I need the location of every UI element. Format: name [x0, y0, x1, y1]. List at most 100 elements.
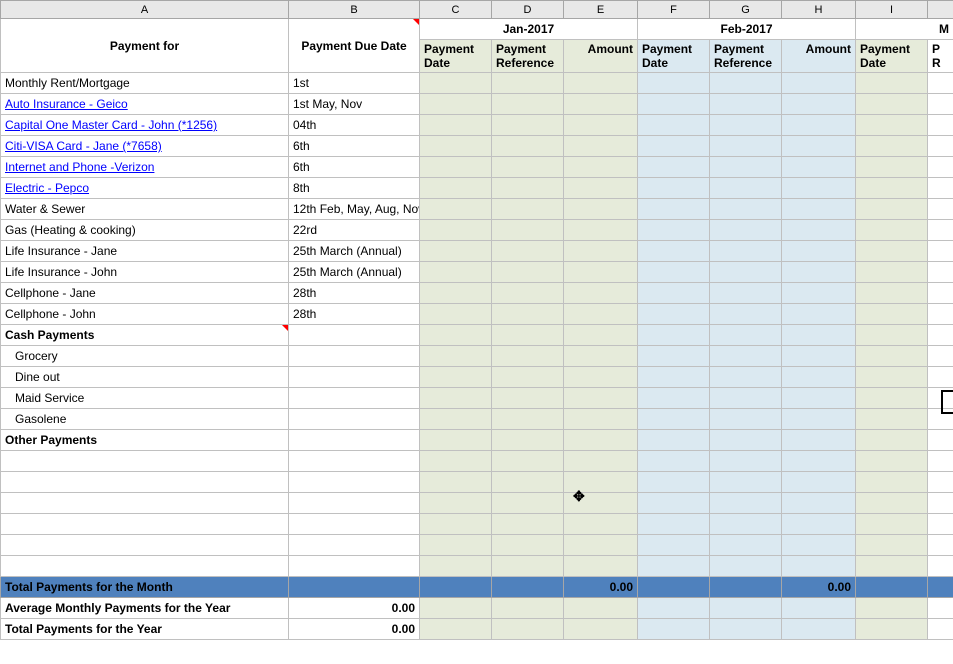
cell-month2[interactable]	[638, 283, 710, 304]
cell-month2[interactable]	[782, 514, 856, 535]
cell-month1[interactable]	[492, 388, 564, 409]
cell-due-date[interactable]	[289, 367, 420, 388]
cell-due-date[interactable]: 25th March (Annual)	[289, 241, 420, 262]
cell-month2[interactable]	[710, 346, 782, 367]
cell-month2[interactable]	[638, 115, 710, 136]
cell-month2[interactable]	[782, 73, 856, 94]
cell-month2[interactable]	[782, 220, 856, 241]
cell-month1[interactable]	[564, 220, 638, 241]
cell-month1[interactable]	[492, 73, 564, 94]
cell-month2[interactable]	[638, 199, 710, 220]
cell-month1[interactable]	[564, 493, 638, 514]
cell-month3[interactable]	[928, 94, 953, 115]
table-row[interactable]: Capital One Master Card - John (*1256)04…	[1, 115, 953, 136]
cell-month3[interactable]	[928, 388, 953, 409]
cell-month1[interactable]	[564, 514, 638, 535]
column-header-B[interactable]: B	[289, 1, 420, 19]
cell-month1[interactable]	[492, 535, 564, 556]
cell-month3[interactable]	[856, 472, 928, 493]
cell-due-date[interactable]	[289, 493, 420, 514]
cell-month2[interactable]	[782, 472, 856, 493]
cell-month1[interactable]	[492, 556, 564, 577]
cell-month2[interactable]	[710, 262, 782, 283]
cell-month3[interactable]	[856, 514, 928, 535]
cell-month2[interactable]	[782, 325, 856, 346]
cell-due-date[interactable]	[289, 346, 420, 367]
table-row[interactable]: Gas (Heating & cooking)22rd	[1, 220, 953, 241]
cell-month3[interactable]	[928, 493, 953, 514]
table-row[interactable]: Maid Service	[1, 388, 953, 409]
cell-month2[interactable]	[710, 325, 782, 346]
cell-month2[interactable]	[638, 367, 710, 388]
cell-month2[interactable]	[638, 262, 710, 283]
table-row[interactable]	[1, 514, 953, 535]
cell-month3[interactable]	[856, 136, 928, 157]
cell-payment-for[interactable]: Electric - Pepco	[1, 178, 289, 199]
cell-payment-for[interactable]: Internet and Phone -Verizon	[1, 157, 289, 178]
cell-payment-for[interactable]	[1, 472, 289, 493]
cell-due-date[interactable]: 1st May, Nov	[289, 94, 420, 115]
cell-month1[interactable]	[492, 157, 564, 178]
cell-month1[interactable]	[564, 283, 638, 304]
cell-month2[interactable]	[710, 94, 782, 115]
cell-month1[interactable]	[420, 472, 492, 493]
cell-month3[interactable]	[928, 178, 953, 199]
cell-month1[interactable]	[564, 178, 638, 199]
cell-month3[interactable]	[928, 346, 953, 367]
table-row[interactable]: Cash Payments	[1, 325, 953, 346]
cell-month3[interactable]	[928, 115, 953, 136]
cell-month3[interactable]	[928, 157, 953, 178]
cell-month3[interactable]	[856, 388, 928, 409]
cell-due-date[interactable]: 28th	[289, 304, 420, 325]
cell-month1[interactable]	[492, 493, 564, 514]
cell-month3[interactable]	[928, 535, 953, 556]
cell-due-date[interactable]	[289, 535, 420, 556]
cell-month1[interactable]	[420, 136, 492, 157]
cell-month1[interactable]	[564, 241, 638, 262]
cell-due-date[interactable]: 6th	[289, 136, 420, 157]
cell-month2[interactable]	[782, 262, 856, 283]
cell-month1[interactable]	[492, 220, 564, 241]
table-row[interactable]: Auto Insurance - Geico1st May, Nov	[1, 94, 953, 115]
cell-month2[interactable]	[782, 493, 856, 514]
cell-payment-for[interactable]: Cash Payments	[1, 325, 289, 346]
cell-month2[interactable]	[710, 136, 782, 157]
table-row[interactable]: Electric - Pepco8th	[1, 178, 953, 199]
cell-due-date[interactable]: 28th	[289, 283, 420, 304]
cell-month1[interactable]	[420, 346, 492, 367]
cell-month2[interactable]	[638, 136, 710, 157]
cell-month2[interactable]	[638, 73, 710, 94]
cell-month3[interactable]	[928, 472, 953, 493]
cell-month1[interactable]	[420, 199, 492, 220]
cell-month3[interactable]	[856, 367, 928, 388]
cell-payment-for[interactable]: Citi-VISA Card - Jane (*7658)	[1, 136, 289, 157]
cell-due-date[interactable]: 1st	[289, 73, 420, 94]
cell-month3[interactable]	[856, 556, 928, 577]
cell-month1[interactable]	[420, 367, 492, 388]
cell-month2[interactable]	[782, 430, 856, 451]
cell-payment-for[interactable]	[1, 514, 289, 535]
cell-month2[interactable]	[782, 241, 856, 262]
cell-month2[interactable]	[710, 283, 782, 304]
cell-month3[interactable]	[856, 94, 928, 115]
cell-month2[interactable]	[638, 472, 710, 493]
cell-month1[interactable]	[492, 94, 564, 115]
table-row[interactable]: Citi-VISA Card - Jane (*7658)6th	[1, 136, 953, 157]
cell-month1[interactable]	[564, 199, 638, 220]
column-header-C[interactable]: C	[420, 1, 492, 19]
cell-due-date[interactable]: 22rd	[289, 220, 420, 241]
cell-month2[interactable]	[638, 514, 710, 535]
cell-month2[interactable]	[638, 493, 710, 514]
cell-payment-for[interactable]: Grocery	[1, 346, 289, 367]
cell-month2[interactable]	[638, 241, 710, 262]
cell-month1[interactable]	[564, 136, 638, 157]
cell-month1[interactable]	[564, 388, 638, 409]
cell-payment-for[interactable]: Life Insurance - John	[1, 262, 289, 283]
cell-due-date[interactable]: 6th	[289, 157, 420, 178]
table-row[interactable]	[1, 556, 953, 577]
spreadsheet-view[interactable]: ABCDEFGHI Payment for Payment Due Date J…	[0, 0, 953, 664]
cell-month2[interactable]	[710, 430, 782, 451]
cell-month3[interactable]	[928, 136, 953, 157]
column-header-F[interactable]: F	[638, 1, 710, 19]
cell-month1[interactable]	[420, 451, 492, 472]
